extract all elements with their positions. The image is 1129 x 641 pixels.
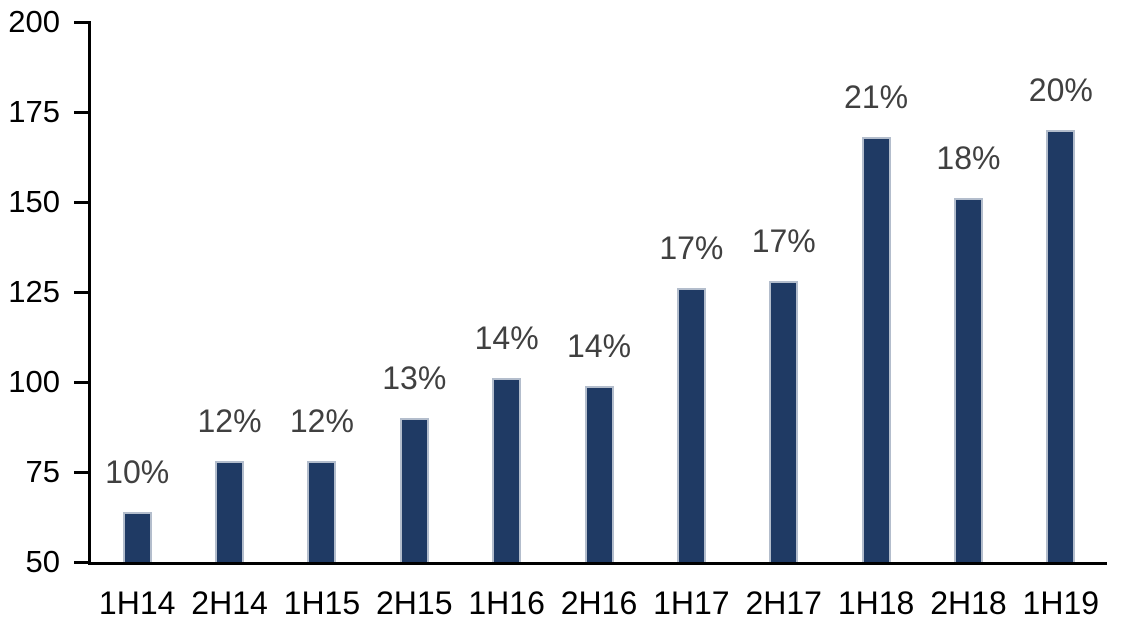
x-axis-tick-label: 2H14: [191, 585, 268, 621]
plot-area: [88, 22, 1107, 565]
x-axis-tick-label: 1H17: [653, 585, 730, 621]
x-axis-tick-label: 1H19: [1022, 585, 1100, 621]
y-axis-tick-label: 200: [8, 4, 60, 39]
bar-1h15: [307, 461, 337, 562]
bar-data-label: 14%: [566, 327, 632, 364]
y-axis-tick-mark: [74, 201, 91, 204]
bar-data-label: 17%: [659, 230, 724, 267]
bar-1h17: [676, 288, 706, 562]
x-axis-tick-label: 1H15: [283, 585, 361, 621]
x-axis-tick-label: 2H16: [560, 585, 638, 621]
y-axis-tick-label: 50: [25, 544, 60, 579]
bar-2h17: [769, 281, 799, 562]
x-axis-tick-label: 2H18: [930, 585, 1007, 621]
bar-data-label: 20%: [1028, 72, 1093, 108]
bar-2h15: [399, 418, 429, 562]
x-axis-tick-label: 2H17: [745, 585, 822, 621]
y-axis-tick-label: 125: [8, 274, 60, 309]
bar-1h19: [1046, 130, 1076, 562]
bar-1h14: [122, 511, 152, 562]
x-axis-tick-label: 1H18: [837, 585, 915, 621]
y-axis-tick-label: 75: [25, 454, 60, 489]
bar-data-label: 12%: [197, 403, 262, 440]
bar-data-label: 17%: [751, 223, 816, 260]
bar-2h14: [215, 461, 245, 562]
y-axis-tick-mark: [74, 111, 91, 114]
x-axis-tick-label: 2H15: [376, 585, 453, 621]
y-axis-tick-mark: [74, 561, 91, 564]
bar-1h16: [492, 378, 522, 562]
x-axis-tick-label: 1H16: [468, 585, 545, 621]
y-axis-tick-mark: [74, 21, 91, 24]
bar-data-label: 13%: [382, 360, 447, 396]
bar-data-label: 18%: [936, 140, 1001, 177]
y-axis-tick-label: 100: [8, 364, 60, 399]
y-axis-tick-mark: [74, 471, 91, 474]
y-axis-tick-label: 150: [8, 184, 60, 219]
bar-2h18: [953, 198, 983, 562]
bar-1h18: [861, 137, 891, 562]
bar-2h16: [584, 385, 614, 562]
y-axis-tick-mark: [74, 381, 91, 384]
y-axis-tick-mark: [74, 291, 91, 294]
bar-data-label: 21%: [844, 79, 909, 116]
bar-data-label: 12%: [289, 403, 354, 440]
x-axis-tick-label: 1H14: [98, 585, 176, 621]
bar-data-label: 14%: [474, 320, 539, 357]
bar-data-label: 10%: [105, 453, 170, 490]
y-axis-tick-label: 175: [8, 94, 60, 129]
